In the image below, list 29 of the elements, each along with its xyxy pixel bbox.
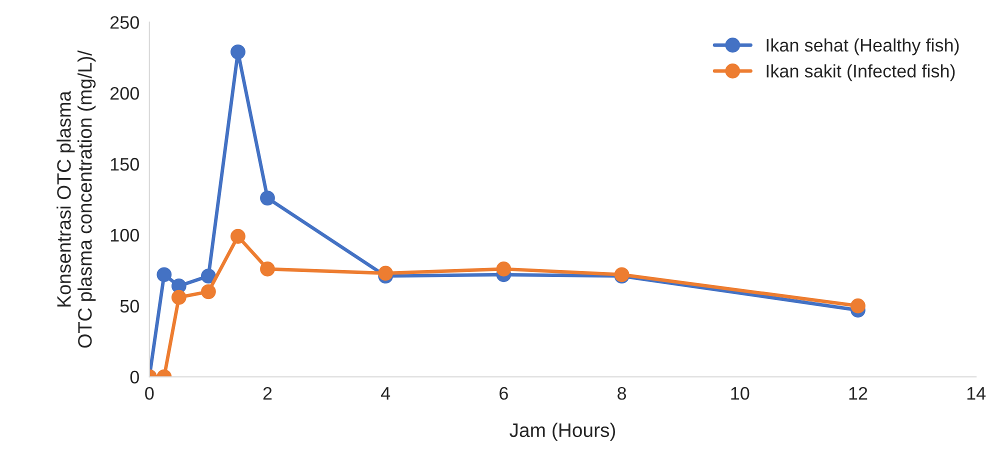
y-tick-label: 100 [110, 228, 139, 242]
point [260, 262, 275, 276]
point [260, 190, 275, 206]
x-tick-label: 4 [380, 387, 390, 400]
y-axis-title: Konsentrasi OTC plasma OTC plasma concentration (mg/L)/ [56, 50, 96, 348]
y-tick-label: 150 [110, 158, 139, 171]
point [230, 44, 246, 60]
legend-label: Ikan sehat (Healthy fish) [766, 38, 959, 56]
y-tick-label: 0 [130, 370, 139, 384]
x-tick-label: 2 [263, 387, 272, 400]
x-axis-title: Jam (Hours) [510, 422, 616, 441]
point [850, 298, 866, 314]
x-tick-label: 8 [618, 387, 626, 400]
point [230, 228, 246, 244]
x-tick-label: 10 [731, 387, 750, 400]
point [156, 267, 172, 282]
point [200, 284, 216, 300]
point [171, 290, 186, 305]
legend-label: Ikan sakit (Infected fish) [766, 64, 955, 82]
y-tick-label: 50 [120, 300, 139, 313]
x-tick-label: 12 [849, 387, 868, 400]
y-tick-label: 250 [110, 16, 139, 29]
y-tick-label: 200 [110, 87, 139, 100]
point [496, 262, 512, 276]
point [378, 266, 394, 281]
x-tick-label: 6 [500, 387, 508, 400]
x-tick-label: 14 [967, 387, 986, 400]
point [200, 268, 216, 284]
x-tick-label: 0 [145, 387, 154, 400]
